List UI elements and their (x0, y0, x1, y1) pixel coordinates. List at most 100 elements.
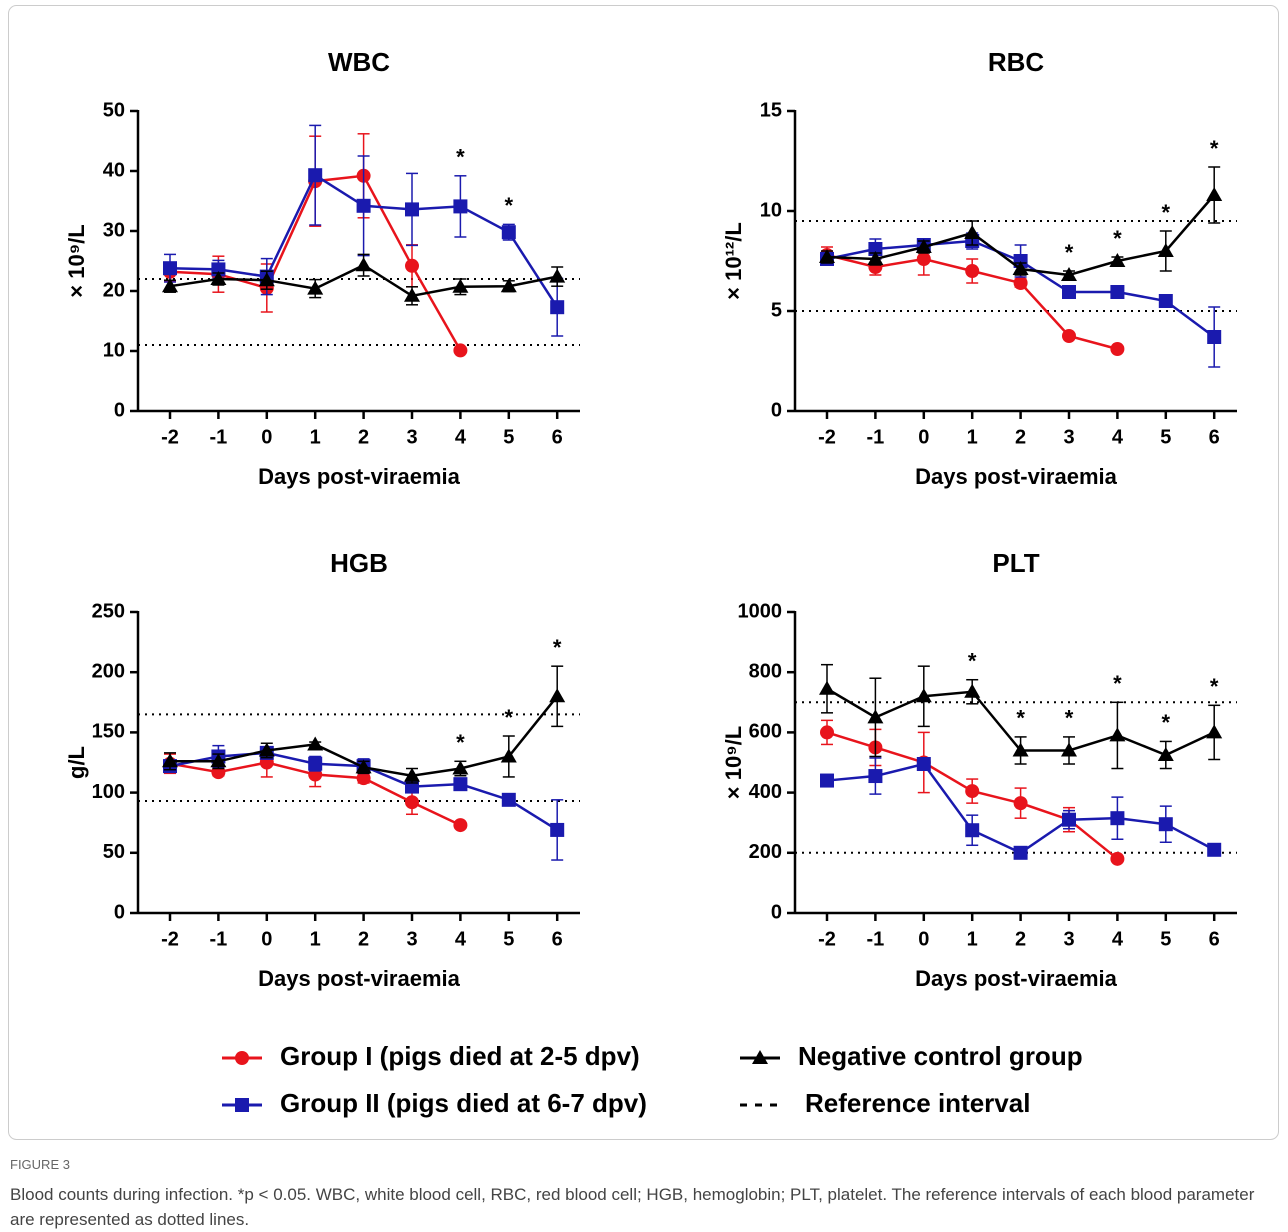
marker (235, 1098, 249, 1112)
marker (549, 688, 566, 703)
marker (1207, 842, 1222, 857)
significance-mark: * (1210, 136, 1219, 161)
y-tick-label: 200 (92, 660, 125, 682)
marker (1013, 845, 1028, 860)
marker (550, 822, 565, 837)
marker (1109, 727, 1126, 742)
marker (1013, 796, 1028, 811)
marker (258, 272, 275, 287)
x-tick-label: 5 (1160, 426, 1171, 448)
y-tick-label: 0 (114, 399, 125, 421)
y-tick-label: 0 (771, 901, 782, 923)
marker (163, 261, 177, 276)
y-tick-label: 150 (92, 721, 125, 743)
marker (1061, 742, 1077, 757)
y-tick-label: 10 (103, 339, 125, 361)
marker (915, 688, 932, 703)
x-tick-label: 0 (918, 426, 929, 448)
y-tick-label: 40 (103, 159, 125, 181)
marker (1206, 187, 1223, 201)
significance-mark: * (1162, 200, 1171, 225)
marker (1110, 342, 1125, 356)
marker (307, 736, 324, 751)
marker (1062, 285, 1076, 299)
y-tick-label: 400 (749, 781, 782, 803)
x-tick-label: 0 (261, 928, 272, 950)
marker (500, 278, 517, 293)
marker (1062, 329, 1076, 343)
marker (549, 268, 566, 283)
marker (964, 683, 981, 698)
y-tick-label: 800 (749, 660, 782, 682)
significance-mark: * (553, 635, 562, 660)
x-tick-label: -2 (818, 928, 836, 950)
marker (1157, 243, 1174, 257)
marker (1013, 276, 1028, 290)
marker (501, 225, 516, 240)
x-tick-label: 4 (1112, 426, 1124, 448)
y-tick-label: 15 (760, 99, 782, 121)
marker (965, 823, 980, 838)
marker (1158, 294, 1173, 308)
significance-mark: * (456, 730, 465, 755)
frame (8, 5, 1279, 1140)
marker (453, 818, 468, 833)
x-tick-label: 0 (918, 928, 929, 950)
caption: Blood counts during infection. *p < 0.05… (10, 1185, 1255, 1229)
marker (752, 1050, 768, 1064)
marker (965, 784, 980, 799)
marker (210, 271, 227, 285)
x-tick-label: -1 (867, 928, 885, 950)
marker (1110, 285, 1125, 299)
marker (308, 168, 323, 183)
x-tick-label: -2 (818, 426, 836, 448)
marker (916, 757, 931, 772)
significance-mark: * (456, 145, 465, 170)
marker (819, 249, 835, 263)
marker (210, 753, 227, 768)
y-tick-label: 10 (760, 199, 782, 221)
x-axis-label: Days post-viraemia (258, 464, 461, 489)
x-tick-label: 1 (310, 426, 321, 448)
marker (405, 202, 419, 217)
marker (405, 795, 419, 810)
marker (404, 767, 420, 782)
marker (819, 680, 835, 695)
marker (1157, 746, 1174, 761)
y-tick-label: 250 (92, 600, 125, 622)
y-tick-label: 30 (103, 219, 125, 241)
x-tick-label: 5 (503, 928, 514, 950)
marker (1012, 742, 1029, 757)
x-tick-label: -1 (210, 928, 228, 950)
x-tick-label: 5 (1160, 928, 1171, 950)
y-axis-label: × 10⁹/L (721, 726, 746, 799)
y-tick-label: 0 (114, 901, 125, 923)
marker (355, 759, 372, 774)
marker (867, 251, 884, 265)
marker (820, 773, 834, 788)
x-tick-label: 6 (1209, 928, 1220, 950)
marker (308, 756, 323, 771)
marker (162, 278, 178, 293)
significance-mark: * (1016, 706, 1025, 731)
x-tick-label: -2 (161, 928, 179, 950)
marker (453, 199, 468, 214)
y-axis-label: × 10¹²/L (721, 222, 746, 300)
x-tick-label: 4 (1112, 928, 1124, 950)
marker (453, 343, 468, 358)
y-tick-label: 5 (771, 299, 782, 321)
chart-title: WBC (328, 47, 390, 77)
significance-mark: * (1210, 674, 1219, 699)
significance-mark: * (1113, 226, 1122, 251)
marker (1158, 817, 1173, 832)
y-tick-label: 100 (92, 781, 125, 803)
y-axis-label: g/L (64, 746, 89, 779)
marker (500, 748, 517, 763)
y-axis-label: × 10⁹/L (64, 224, 89, 297)
x-tick-label: -2 (161, 426, 179, 448)
x-tick-label: -1 (210, 426, 228, 448)
x-tick-label: 1 (967, 426, 978, 448)
x-tick-label: 6 (552, 426, 563, 448)
